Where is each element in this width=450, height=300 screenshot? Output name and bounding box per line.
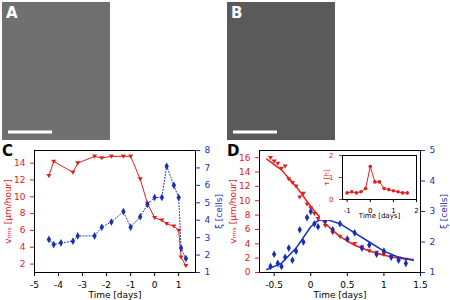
svg-text:5: 5 [430,145,436,155]
svg-text:1: 1 [430,267,436,277]
svg-text:-1: -1 [344,207,351,215]
svg-text:A: A [6,4,18,22]
svg-text:-5: -5 [30,280,39,290]
svg-text:-2: -2 [102,280,111,290]
svg-text:3: 3 [430,206,436,216]
svg-text:14: 14 [239,167,251,177]
svg-text:ξ [cells]: ξ [cells] [439,194,449,229]
svg-text:1: 1 [205,267,211,277]
svg-text:16: 16 [239,153,251,163]
svg-text:4: 4 [430,176,436,186]
svg-text:12: 12 [239,181,250,191]
svg-text:-3: -3 [78,280,87,290]
svg-text:ξ [cells]: ξ [cells] [214,194,224,229]
svg-text:4: 4 [20,242,26,252]
svg-text:0: 0 [245,267,251,277]
svg-text:1: 1 [381,280,387,290]
svg-text:-1: -1 [126,280,135,290]
svg-text:3: 3 [205,233,211,243]
svg-text:vᵣₘₛ [µm/hour]: vᵣₘₛ [µm/hour] [228,179,238,244]
svg-text:8: 8 [245,210,251,220]
svg-text:τ [h]: τ [h] [323,169,331,186]
svg-text:4: 4 [205,215,211,225]
html-text:D: D [227,142,240,160]
svg-text:0: 0 [152,280,158,290]
svg-text:2: 2 [430,237,436,247]
svg-text:Time [days]: Time [days] [312,290,366,300]
svg-text:0.5: 0.5 [340,280,354,290]
svg-text:B: B [231,4,242,22]
svg-text:14: 14 [14,158,26,168]
html-text:C: C [2,142,13,160]
svg-text:vᵣₘₛ [µm/hour]: vᵣₘₛ [µm/hour] [3,179,13,244]
svg-text:10: 10 [14,192,26,202]
svg-text:8: 8 [205,145,211,155]
svg-text:0: 0 [329,196,333,204]
svg-text:7: 7 [205,163,211,173]
svg-text:Time [days]: Time [days] [87,290,141,300]
svg-text:10: 10 [239,196,251,206]
svg-text:6: 6 [205,180,211,190]
svg-text:-0.5: -0.5 [265,280,283,290]
svg-text:6: 6 [245,224,251,234]
svg-text:8: 8 [20,208,26,218]
svg-text:12: 12 [14,175,25,185]
svg-text:2: 2 [245,253,251,263]
svg-text:2: 2 [205,250,211,260]
svg-text:2: 2 [414,207,418,215]
svg-text:Time [days]: Time [days] [358,212,401,220]
svg-text:2: 2 [20,259,26,269]
svg-text:1.5: 1.5 [413,280,427,290]
svg-text:5: 5 [205,198,211,208]
svg-text:2: 2 [329,152,333,160]
svg-text:4: 4 [245,239,251,249]
svg-text:0: 0 [308,280,314,290]
svg-text:1: 1 [176,280,182,290]
svg-text:-4: -4 [54,280,63,290]
svg-text:6: 6 [20,225,26,235]
